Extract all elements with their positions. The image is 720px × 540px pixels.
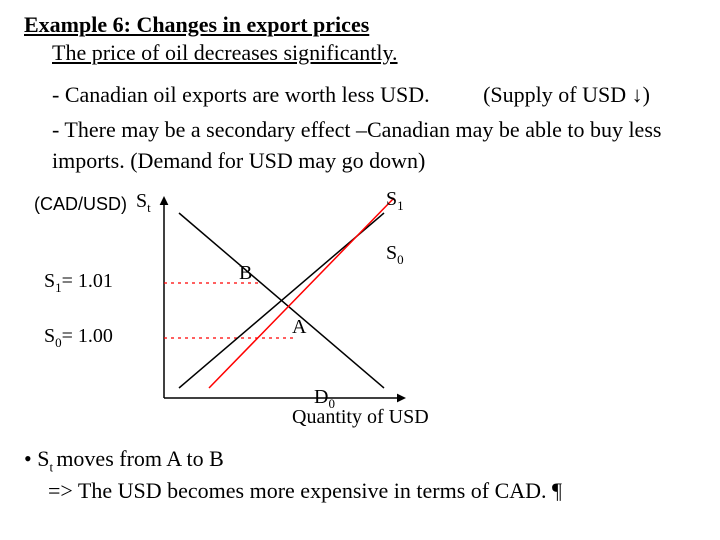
s1-curve-label: S1 xyxy=(386,188,404,214)
example-subtitle: The price of oil decreases significantly… xyxy=(52,40,696,66)
y-axis-unit: (CAD/USD) xyxy=(34,194,127,215)
bullet-2: - There may be a secondary effect –Canad… xyxy=(52,115,696,177)
tick-s0-main: S xyxy=(44,325,55,347)
example-title: Example 6: Changes in export prices xyxy=(24,12,696,38)
x-axis-label: Quantity of USD xyxy=(292,406,429,429)
y-axis-top-label: St xyxy=(136,190,151,216)
point-b-label: B xyxy=(239,262,252,285)
chart-svg xyxy=(34,188,474,438)
s0-curve-label: S0 xyxy=(386,242,404,268)
tick-s1-label: S1= 1.01 xyxy=(44,270,113,296)
y-top-main: S xyxy=(136,190,147,212)
d0-main: D xyxy=(314,386,328,408)
conc-bullet-tail: moves from A to B xyxy=(56,446,223,471)
bullet-block: - Canadian oil exports are worth less US… xyxy=(52,80,696,176)
bullet-1-text: - Canadian oil exports are worth less US… xyxy=(52,82,430,107)
s1-main: S xyxy=(386,188,397,210)
tick-s1-val: = 1.01 xyxy=(62,270,113,292)
bullet-1: - Canadian oil exports are worth less US… xyxy=(52,80,696,111)
s0-main: S xyxy=(386,242,397,264)
s0-sub: 0 xyxy=(397,252,404,267)
conclusion-line2: => The USD becomes more expensive in ter… xyxy=(48,476,696,506)
conclusion-block: • St moves from A to B => The USD become… xyxy=(24,444,696,506)
y-top-sub: t xyxy=(147,200,151,215)
tick-s1-main: S xyxy=(44,270,55,292)
bullet-1-note: (Supply of USD ↓) xyxy=(483,80,650,111)
conc-bullet: • S xyxy=(24,446,49,471)
point-a-label: A xyxy=(292,316,306,339)
tick-s0-val: = 1.00 xyxy=(62,325,113,347)
conclusion-line1: • St moves from A to B xyxy=(24,444,696,476)
supply-demand-chart: (CAD/USD) St S1= 1.01 S0= 1.00 S1 S0 D0 … xyxy=(34,188,474,438)
tick-s0-label: S0= 1.00 xyxy=(44,325,113,351)
s1-sub: 1 xyxy=(397,198,404,213)
